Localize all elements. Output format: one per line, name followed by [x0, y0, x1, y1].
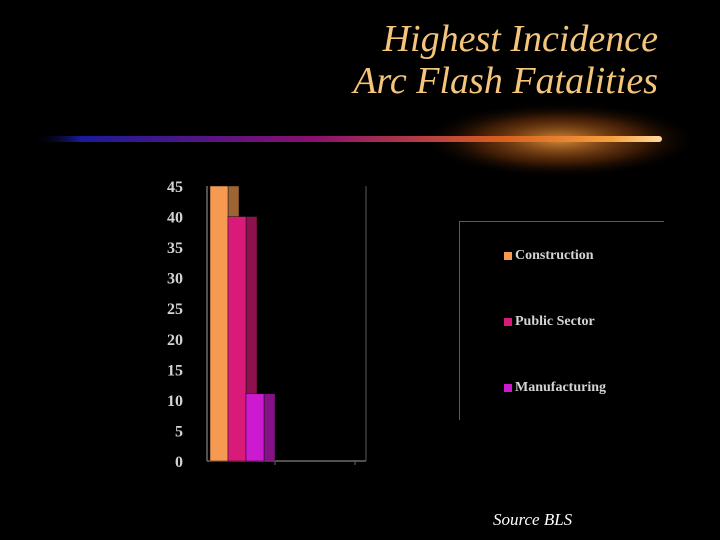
legend-swatch-manufacturing [504, 384, 512, 392]
y-tick-label: 15 [167, 362, 183, 379]
title-line-1: Highest Incidence [382, 18, 658, 60]
legend-item-public-sector: Public Sector [504, 314, 595, 330]
chart-bars [209, 185, 276, 462]
bar-side [263, 393, 276, 462]
legend-label-manufacturing: Manufacturing [515, 380, 606, 395]
y-tick-label: 0 [175, 454, 183, 471]
y-axis-ticks: 0 5 10 15 20 25 30 35 40 45 [167, 179, 183, 471]
bar-manufacturing [245, 393, 276, 462]
bar-front [209, 185, 229, 462]
divider-bar [30, 136, 662, 142]
legend-swatch-public-sector [504, 318, 512, 326]
legend-swatch-construction [504, 252, 512, 260]
bar-front [245, 393, 265, 462]
legend-item-manufacturing: Manufacturing [504, 380, 606, 396]
source-note: Source BLS [493, 510, 573, 529]
legend-item-construction: Construction [504, 248, 594, 264]
y-tick-label: 5 [175, 423, 183, 440]
legend-label-public-sector: Public Sector [515, 314, 595, 329]
bar-front [227, 216, 247, 462]
y-tick-label: 20 [167, 332, 183, 349]
title-divider [30, 102, 700, 178]
y-tick-label: 35 [167, 240, 183, 257]
title-line-2: Arc Flash Fatalities [353, 60, 658, 102]
y-tick-label: 40 [167, 210, 183, 227]
legend-label-construction: Construction [515, 248, 594, 263]
chart-legend: Construction Public Sector Manufacturing [459, 221, 664, 420]
bar-public-sector [227, 216, 258, 462]
y-tick-label: 30 [167, 271, 183, 288]
y-tick-label: 45 [167, 179, 183, 196]
bar-chart: 0 5 10 15 20 25 30 35 40 45 [167, 179, 367, 471]
y-tick-label: 10 [167, 393, 183, 410]
slide-title: Highest Incidence Arc Flash Fatalities [58, 18, 658, 102]
y-tick-label: 25 [167, 301, 183, 318]
